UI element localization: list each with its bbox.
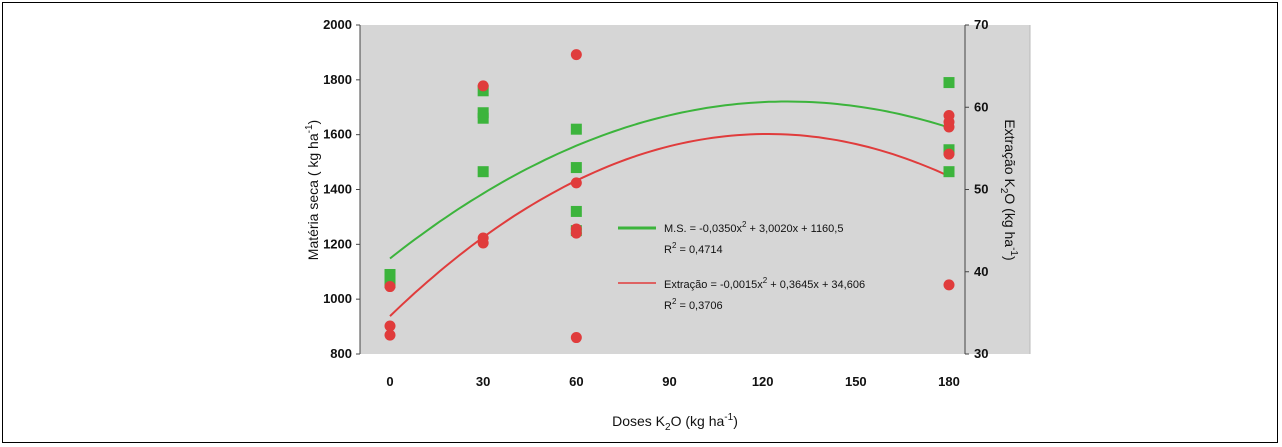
plot-area: [360, 25, 1030, 354]
x-tick-label: 150: [845, 374, 867, 389]
left-tick-label: 1600: [323, 127, 352, 142]
left-tick-label: 1400: [323, 182, 352, 197]
point-ms: [477, 166, 489, 178]
x-axis-title: Doses K2O (kg ha-1): [612, 412, 738, 433]
point-ext: [477, 80, 489, 92]
right-tick-label: 60: [974, 99, 988, 114]
fit-curve-ms: [389, 100, 950, 260]
right-axis-title: Extração K2O (kg ha-1): [998, 119, 1019, 260]
data-points: [384, 49, 955, 344]
right-tick-label: 30: [974, 346, 988, 361]
point-ext: [943, 148, 955, 160]
point-ext: [570, 177, 582, 189]
right-tick-label: 50: [974, 182, 988, 197]
x-tick-label: 120: [752, 374, 774, 389]
point-ms: [570, 205, 582, 217]
point-ext: [943, 279, 955, 291]
right-tick-label: 40: [974, 264, 988, 279]
point-ext: [570, 49, 582, 61]
point-ext: [384, 329, 396, 341]
x-tick-label: 0: [386, 374, 393, 389]
legend-equation-ms: M.S. = -0,0350x2 + 3,0020x + 1160,5: [664, 220, 843, 235]
x-tick-label: 60: [569, 374, 583, 389]
point-ms: [570, 162, 582, 174]
point-ms: [384, 268, 396, 280]
left-tick-label: 2000: [323, 17, 352, 32]
point-ext: [477, 237, 489, 249]
point-ext: [570, 332, 582, 344]
legend-r2-ms: R2 = 0,4714: [664, 241, 723, 256]
left-tick-label: 1000: [323, 291, 352, 306]
legend-entry-ext: Extração = -0,0015x2 + 0,3645x + 34,606 …: [618, 276, 865, 312]
x-tick-label: 30: [476, 374, 490, 389]
x-tick-label: 180: [938, 374, 960, 389]
left-axis-title: Matéria seca ( kg ha-1): [304, 120, 321, 260]
left-tick-label: 1800: [323, 72, 352, 87]
point-ext: [943, 121, 955, 133]
left-tick-label: 800: [330, 346, 352, 361]
left-tick-label: 1200: [323, 236, 352, 251]
point-ms: [943, 77, 955, 89]
legend-r2-ext: R2 = 0,3706: [664, 297, 723, 312]
point-ext: [384, 320, 396, 332]
point-ms: [477, 112, 489, 124]
axes: 800 1000 1200 1400 1600 1800 2000 30 40 50 60 70 0 30…: [323, 17, 988, 389]
legend-equation-ext: Extração = -0,0015x2 + 0,3645x + 34,606: [664, 276, 865, 291]
point-ms: [570, 123, 582, 135]
point-ext: [384, 281, 396, 293]
legend-entry-ms: M.S. = -0,0350x2 + 3,0020x + 1160,5 R2 =…: [618, 220, 843, 256]
right-tick-label: 70: [974, 17, 988, 32]
point-ext: [570, 227, 582, 239]
x-tick-label: 90: [662, 374, 676, 389]
point-ms: [943, 166, 955, 178]
